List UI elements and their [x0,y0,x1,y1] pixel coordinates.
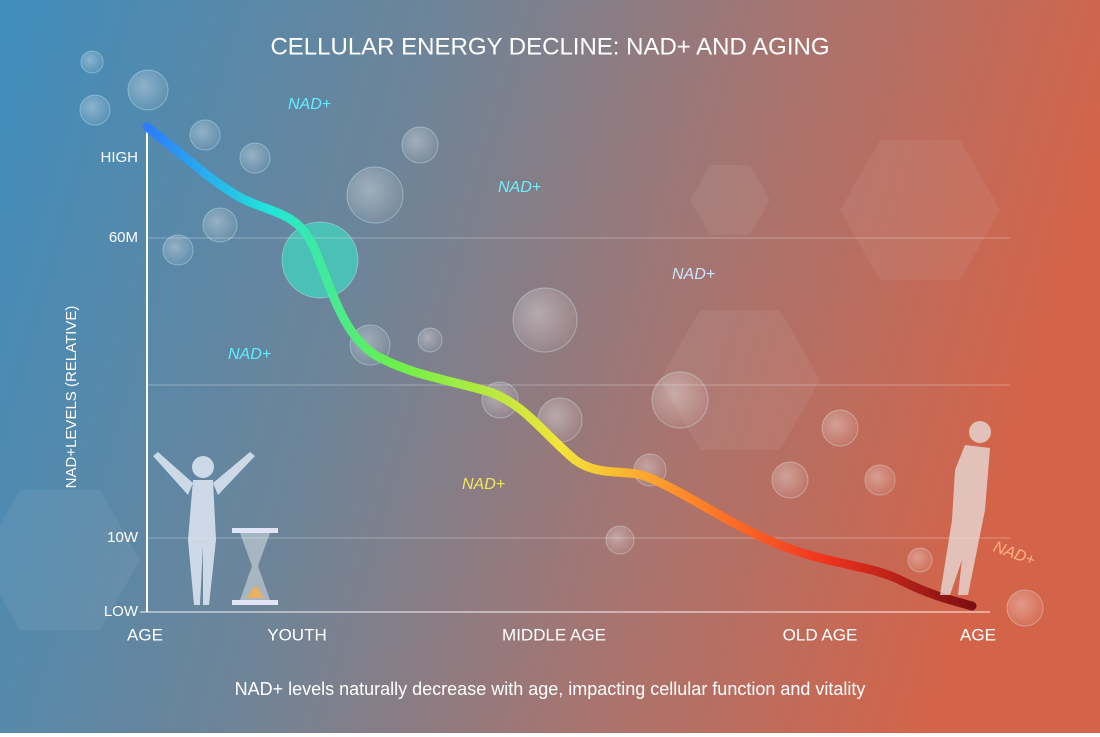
grid [147,237,1010,539]
nad-label: NAD+ [228,346,271,363]
y-axis-label: NAD+LEVELS (RELATIVE) [63,306,80,489]
title: CELLULAR ENERGY DECLINE: NAD+ AND AGING [270,33,829,60]
x-label: AGE [127,625,163,644]
caption: NAD+ levels naturally decrease with age,… [235,679,866,699]
old-figure [940,421,991,595]
nad-label: NAD+ [672,266,715,283]
y-label: LOW [104,603,139,620]
cells [79,50,1044,627]
x-label: AGE [960,625,996,644]
nad-label: NAD+ [288,96,331,113]
x-label: YOUTH [267,625,327,644]
y-label: HIGH [101,149,139,166]
y-label: 10W [107,529,139,546]
young-figure [153,452,255,605]
x-label: OLD AGE [783,625,858,644]
nad-label: NAD+ [462,476,505,493]
y-label: 60M [109,229,138,246]
x-label: MIDDLE AGE [502,625,606,644]
decline-curve [142,122,977,611]
hourglass [232,528,278,605]
nad-label: NAD+ [498,179,541,196]
